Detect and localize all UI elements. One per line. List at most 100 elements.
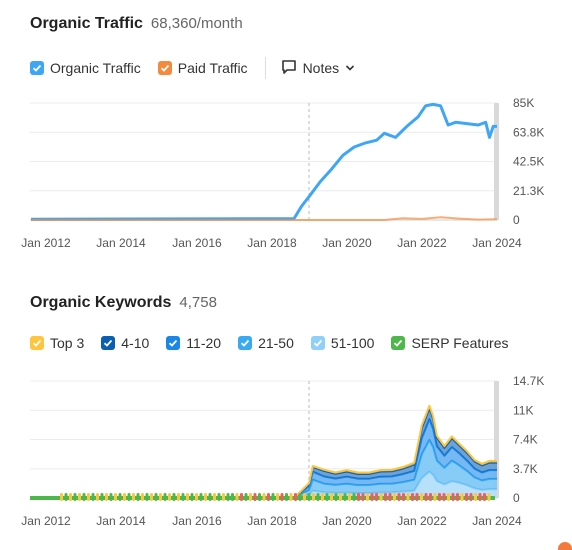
serp-feature-marker — [262, 493, 266, 501]
serp-feature-marker — [186, 493, 189, 501]
serp-feature-marker — [402, 493, 405, 501]
serp-feature-marker — [460, 493, 464, 501]
serp-feature-marker — [208, 493, 212, 501]
legend-serp-features[interactable]: SERP Features — [391, 335, 508, 351]
serp-feature-marker — [73, 493, 77, 501]
checkbox-checked-icon[interactable] — [238, 336, 253, 350]
serp-feature-marker — [136, 493, 140, 501]
organic-keywords-chart[interactable]: 14.7K 11K 7.4K 3.7K 0 Jan 2012 Jan 2014 Jan 201… — [0, 368, 572, 533]
x-tick-label: Jan 2024 — [472, 236, 522, 250]
x-tick-label: Jan 2018 — [247, 236, 297, 250]
legend-11-20-label: 11-20 — [186, 335, 222, 351]
serp-feature-marker — [285, 493, 288, 501]
checkbox-checked-icon[interactable] — [30, 336, 44, 350]
legend-organic-traffic-label: Organic Traffic — [50, 60, 141, 76]
serp-feature-marker — [370, 493, 374, 501]
legend-organic-traffic[interactable]: Organic Traffic — [30, 60, 141, 76]
orange-corner-decoration — [558, 542, 572, 550]
serp-feature-marker — [451, 493, 455, 501]
serp-feature-marker — [474, 493, 477, 501]
serp-feature-marker — [249, 493, 252, 501]
x-tick-label: Jan 2018 — [247, 514, 297, 528]
legend-paid-traffic-label: Paid Traffic — [177, 60, 248, 76]
serp-feature-marker — [222, 493, 225, 501]
serp-feature-marker — [213, 493, 216, 501]
serp-feature-marker — [388, 493, 392, 501]
checkbox-checked-icon[interactable] — [30, 61, 44, 75]
legend-paid-traffic[interactable]: Paid Traffic — [157, 60, 248, 76]
serp-feature-marker — [100, 493, 104, 501]
x-tick-label: Jan 2022 — [397, 236, 447, 250]
serp-feature-marker — [415, 493, 419, 501]
serp-feature-marker — [487, 493, 491, 501]
traffic-legend: Organic Traffic Paid Traffic Notes — [30, 57, 355, 79]
y-tick-label: 11K — [513, 403, 533, 417]
legend-51-100[interactable]: 51-100 — [310, 335, 374, 351]
serp-feature-marker — [154, 493, 158, 501]
serp-feature-marker — [303, 493, 306, 501]
serp-feature-marker — [204, 493, 207, 501]
y-tick-label: 14.7K — [513, 374, 544, 388]
serp-feature-marker — [307, 493, 311, 501]
y-tick-label: 85K — [513, 96, 534, 110]
notes-dropdown[interactable]: Notes — [281, 59, 356, 78]
serp-feature-marker — [465, 493, 468, 501]
serp-feature-marker — [352, 493, 356, 501]
serp-feature-marker — [145, 493, 149, 501]
legend-11-20[interactable]: 11-20 — [166, 335, 221, 351]
serp-feature-marker — [483, 493, 486, 501]
serp-feature-marker — [280, 493, 284, 501]
serp-feature-marker — [276, 493, 279, 501]
checkbox-checked-icon[interactable] — [391, 336, 406, 350]
organic-traffic-chart[interactable]: 85K 63.8K 42.5K 21.3K 0 Jan 2012 Jan 2014 Jan 2… — [0, 90, 572, 255]
serp-feature-marker — [96, 493, 99, 501]
paid-traffic-line — [31, 216, 498, 221]
checkbox-checked-icon[interactable] — [310, 336, 325, 350]
area-51-100 — [31, 471, 497, 498]
x-tick-label: Jan 2014 — [96, 514, 146, 528]
serp-feature-marker — [150, 493, 153, 501]
x-tick-label: Jan 2024 — [472, 514, 522, 528]
serp-feature-marker — [235, 493, 239, 501]
serp-feature-marker — [411, 493, 414, 501]
checkbox-checked-icon[interactable] — [166, 336, 181, 350]
x-tick-label: Jan 2022 — [397, 514, 447, 528]
serp-feature-marker — [366, 493, 369, 501]
range-handle — [494, 381, 499, 498]
legend-top-3[interactable]: Top 3 — [30, 335, 84, 351]
serp-feature-marker — [91, 493, 95, 501]
serp-feature-marker — [357, 493, 360, 501]
serp-feature-marker — [118, 493, 122, 501]
organic-traffic-line — [30, 102, 497, 221]
y-tick-label: 3.7K — [513, 462, 538, 476]
area-11-20 — [31, 419, 497, 498]
serp-feature-marker — [442, 493, 446, 501]
serp-feature-marker — [127, 493, 131, 501]
serp-feature-marker — [334, 493, 338, 501]
y-tick-label: 0 — [513, 213, 520, 227]
serp-feature-marker — [240, 493, 243, 501]
x-tick-label: Jan 2020 — [322, 236, 372, 250]
serp-feature-marker — [343, 493, 347, 501]
chevron-down-icon — [345, 60, 355, 76]
serp-feature-marker — [397, 493, 401, 501]
organic-traffic-value: 68,360/month — [150, 15, 243, 32]
serp-feature-marker — [190, 493, 194, 501]
serp-feature-marker — [231, 493, 234, 501]
legend-21-50[interactable]: 21-50 — [238, 335, 294, 351]
checkbox-checked-icon[interactable] — [157, 61, 172, 75]
serp-feature-marker — [78, 493, 81, 501]
serp-feature-marker — [163, 493, 167, 501]
serp-feature-marker — [325, 493, 329, 501]
legend-4-10[interactable]: 4-10 — [101, 335, 149, 351]
serp-feature-marker — [298, 493, 302, 501]
serp-feature-marker — [82, 493, 86, 501]
serp-feature-marker — [195, 493, 198, 501]
organic-keywords-title: Organic Keywords — [30, 294, 172, 311]
serp-feature-marker — [64, 493, 68, 501]
serp-feature-marker — [384, 493, 387, 501]
line-top-3 — [31, 404, 497, 499]
checkbox-checked-icon[interactable] — [101, 336, 116, 350]
comment-icon — [281, 59, 297, 78]
organic-traffic-title: Organic Traffic — [30, 15, 143, 32]
